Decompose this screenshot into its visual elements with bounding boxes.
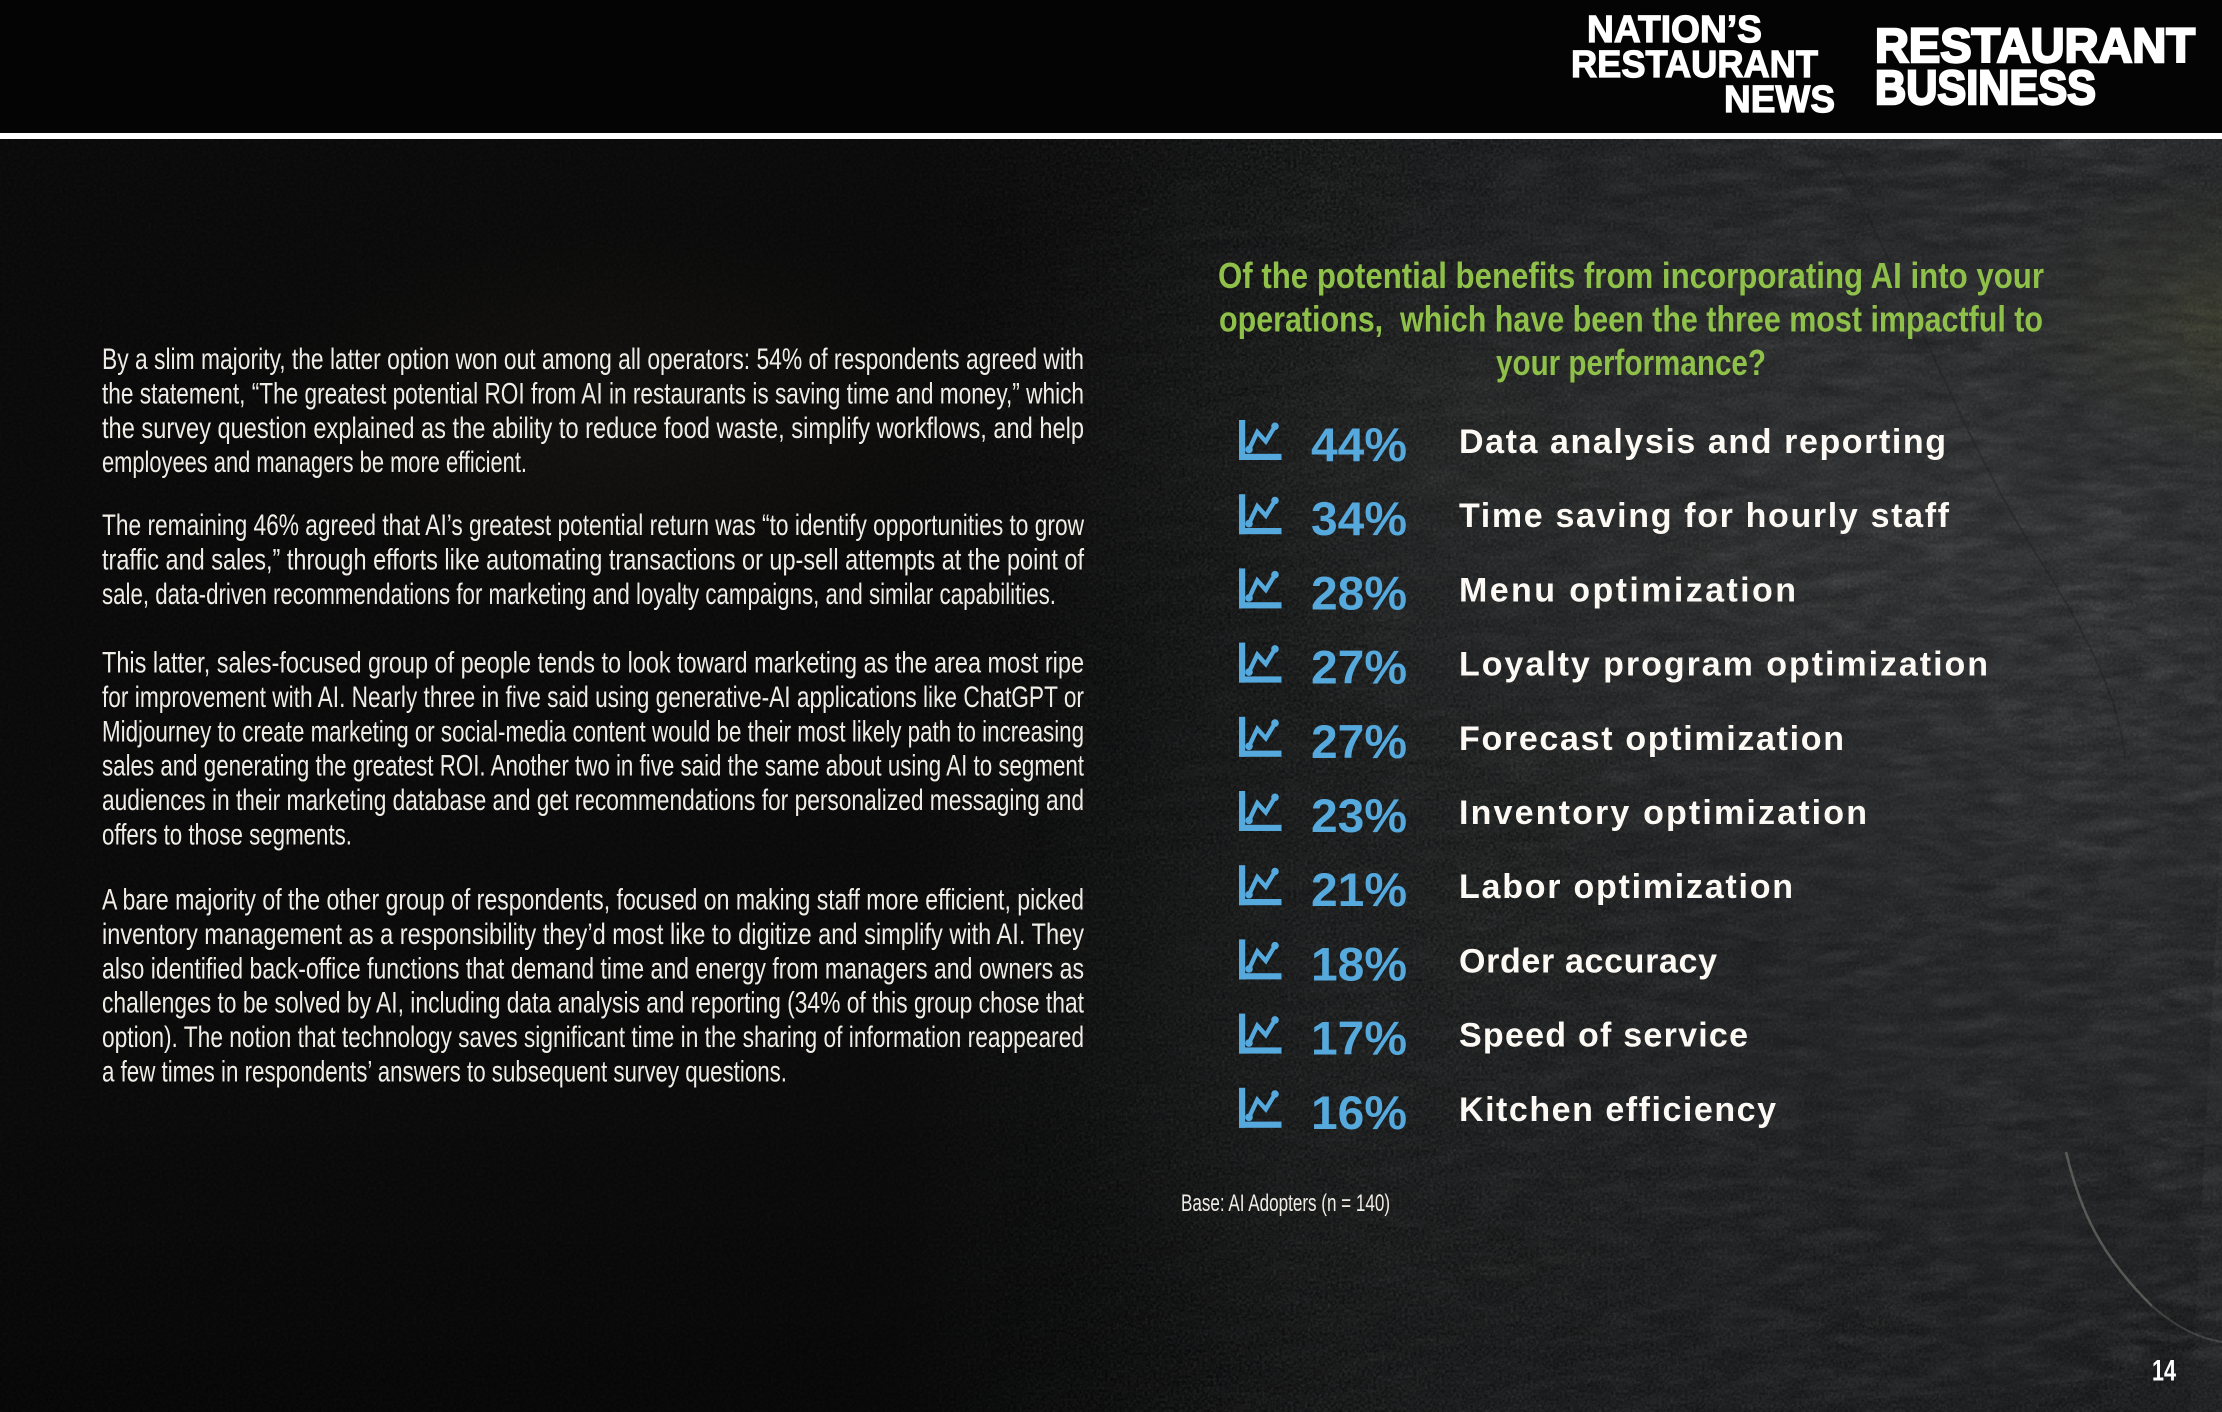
svg-text:sales and generating the great: sales and generating the greatest ROI. A… [102,750,1084,783]
svg-text:Speed of service: Speed of service [1459,1017,1748,1055]
svg-text:the survey question explained: the survey question explained as the abi… [102,412,1084,445]
svg-text:also identified back-office fu: also identified back-office functions th… [102,952,1084,985]
svg-text:Base: AI Adopters (n = 140): Base: AI Adopters (n = 140) [1181,1190,1390,1217]
svg-text:the statement, “The greatest p: the statement, “The greatest potential R… [102,377,1084,410]
svg-text:18%: 18% [1311,937,1407,990]
svg-text:27%: 27% [1311,715,1407,768]
svg-text:for improvement with AI. Nearl: for improvement with AI. Nearly three in… [102,681,1084,714]
svg-text:employees and managers be more: employees and managers be more efficient… [102,446,527,479]
svg-text:Menu optimization: Menu optimization [1459,571,1796,609]
svg-text:16%: 16% [1311,1086,1407,1139]
svg-text:21%: 21% [1311,863,1407,916]
svg-text:challenges to be solved by AI,: challenges to be solved by AI, including… [102,987,1084,1020]
svg-text:inventory management as a resp: inventory management as a responsibility… [102,918,1084,951]
svg-text:NEWS: NEWS [1724,79,1835,121]
svg-text:17%: 17% [1311,1012,1407,1065]
svg-text:RESTAURANT: RESTAURANT [1875,20,2195,73]
svg-text:operations, which have been t: operations, which have been the three mo… [1219,299,2043,340]
svg-text:14: 14 [2152,1355,2176,1388]
svg-text:Forecast optimization: Forecast optimization [1459,720,1844,758]
svg-text:NATION’S: NATION’S [1587,9,1762,51]
svg-text:audiences in their marketing d: audiences in their marketing database an… [102,784,1084,817]
svg-text:a few times in respondents’ an: a few times in respondents’ answers to s… [102,1056,787,1089]
svg-text:Order accuracy: Order accuracy [1459,942,1717,980]
svg-text:Inventory optimization: Inventory optimization [1459,794,1867,832]
svg-text:your performance?: your performance? [1496,342,1766,383]
svg-text:27%: 27% [1311,641,1407,694]
svg-text:44%: 44% [1311,418,1407,471]
svg-text:sale, data-driven recommendati: sale, data-driven recommendations for ma… [102,578,1056,611]
svg-text:BUSINESS: BUSINESS [1875,62,2096,115]
svg-text:Kitchen efficiency: Kitchen efficiency [1459,1091,1776,1129]
svg-text:Time saving for hourly staff: Time saving for hourly staff [1459,497,1950,535]
svg-text:Data analysis and reporting: Data analysis and reporting [1459,423,1946,461]
svg-text:34%: 34% [1311,492,1407,545]
svg-text:A bare majority of the other g: A bare majority of the other group of re… [102,884,1084,917]
svg-text:The remaining 46% agreed that: The remaining 46% agreed that AI’s great… [102,509,1085,542]
svg-text:option). The notion that techn: option). The notion that technology save… [102,1021,1084,1054]
svg-text:By a slim majority, the latter: By a slim majority, the latter option wo… [102,343,1084,376]
svg-text:Labor optimization: Labor optimization [1459,868,1793,906]
svg-text:offers to those segments.: offers to those segments. [102,819,352,852]
svg-text:RESTAURANT: RESTAURANT [1571,44,1818,86]
svg-text:traffic and sales,” through ef: traffic and sales,” through efforts like… [102,543,1085,576]
svg-text:Loyalty program optimization: Loyalty program optimization [1459,646,1988,684]
svg-text:Midjourney to create marketing: Midjourney to create marketing or social… [102,715,1084,748]
svg-text:28%: 28% [1311,566,1407,619]
svg-text:23%: 23% [1311,789,1407,842]
svg-text:This latter, sales-focused gro: This latter, sales-focused group of peop… [102,647,1084,680]
svg-text:Of the potential benefits from: Of the potential benefits from incorpora… [1218,255,2044,296]
